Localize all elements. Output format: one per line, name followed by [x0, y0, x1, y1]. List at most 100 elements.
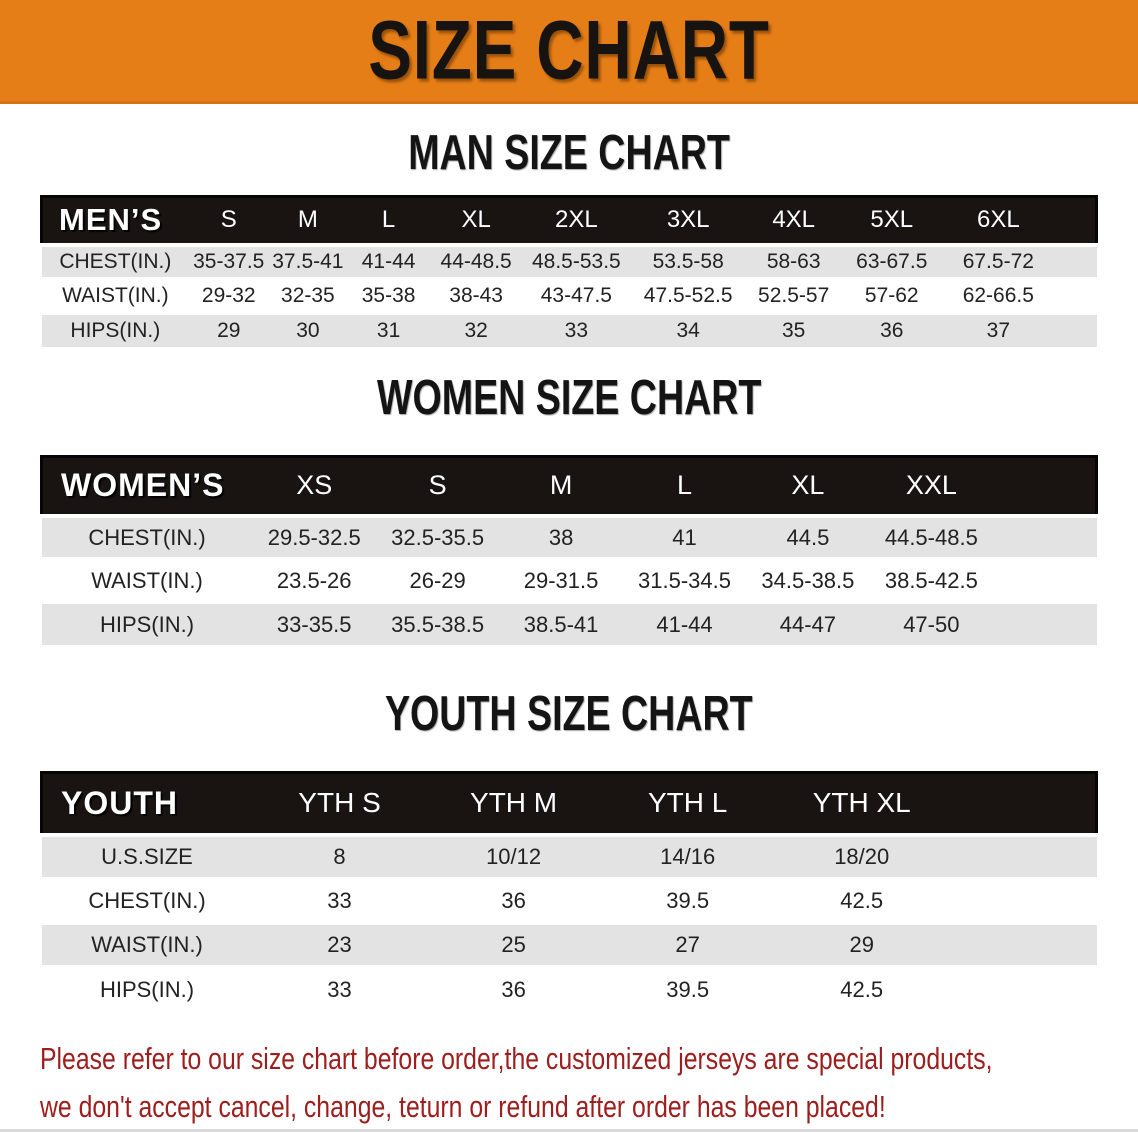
table-cell: 57-62	[841, 276, 943, 313]
size-chart-banner: SIZE CHART	[0, 0, 1138, 104]
col-header: S	[220, 206, 237, 234]
table-cell: 37	[942, 310, 1055, 347]
table-cell: 31.5-34.5	[622, 557, 747, 602]
disclaimer-line-1: Please refer to our size chart before or…	[40, 1040, 993, 1076]
table-cell: 62-66.5	[942, 276, 1055, 313]
filler-cell	[993, 514, 1097, 559]
table-cell: 23	[252, 920, 427, 967]
table-cell: 39.5	[600, 964, 775, 1011]
table-cell: 34.5-38.5	[746, 557, 870, 602]
table-cell: 32	[429, 310, 523, 347]
table-cell: 18/20	[774, 832, 949, 879]
disclaimer-line-2: we don't accept cancel, change, teturn o…	[40, 1088, 886, 1124]
row-label: HIPS(IN.)	[41, 310, 190, 347]
col-header: XXL	[905, 470, 957, 501]
table-cell: 37.5-41	[268, 242, 348, 279]
table-cell: 44-48.5	[429, 242, 523, 279]
table-cell: 26-29	[375, 557, 500, 602]
row-label: CHEST(IN.)	[41, 514, 253, 559]
table-row: HIPS(IN.) 33-35.5 35.5-38.5 38.5-41 41-4…	[41, 600, 1097, 645]
table-cell: 42.5	[774, 876, 949, 923]
table-cell: 33	[522, 310, 631, 347]
col-header: 4XL	[772, 206, 816, 234]
filler-cell	[993, 456, 1096, 516]
table-cell: 35-38	[347, 276, 430, 313]
col-header: S	[428, 470, 447, 501]
table-cell: 31	[347, 310, 430, 347]
men-section-heading-text: MAN SIZE CHART	[408, 123, 730, 180]
filler-cell	[1054, 242, 1097, 279]
filler-cell	[949, 773, 1097, 835]
table-cell: 38-43	[429, 276, 523, 313]
youth-section-heading: YOUTH SIZE CHART	[40, 685, 1098, 741]
row-label: U.S.SIZE	[41, 832, 253, 879]
table-cell: 47-50	[869, 600, 994, 645]
table-cell: 44.5-48.5	[869, 514, 994, 559]
table-row: CHEST(IN.) 35-37.5 37.5-41 41-44 44-48.5…	[41, 242, 1097, 279]
col-header: M	[297, 206, 318, 234]
filler-cell	[948, 832, 1097, 879]
table-cell: 29	[189, 310, 269, 347]
col-header: 5XL	[870, 206, 914, 234]
page-title: SIZE CHART	[368, 3, 770, 97]
table-cell: 34	[630, 310, 747, 347]
table-cell: 8	[252, 832, 427, 879]
table-cell: 10/12	[426, 832, 601, 879]
order-disclaimer-note: Please refer to our size chart before or…	[40, 1035, 1098, 1131]
col-header: YTH S	[298, 787, 381, 819]
table-cell: 29-31.5	[499, 557, 623, 602]
col-header: L	[676, 470, 692, 501]
table-cell: 53.5-58	[630, 242, 747, 279]
women-section-heading-text: WOMEN SIZE CHART	[376, 368, 762, 424]
table-cell: 67.5-72	[942, 242, 1055, 279]
table-row: U.S.SIZE 8 10/12 14/16 18/20	[41, 832, 1097, 879]
col-header: XL	[461, 206, 491, 234]
table-cell: 44.5	[746, 514, 870, 559]
filler-cell	[948, 876, 1097, 923]
filler-cell	[948, 964, 1097, 1011]
table-cell: 39.5	[600, 876, 775, 923]
table-cell: 41-44	[347, 242, 430, 279]
col-header: M	[549, 470, 573, 501]
youth-table-corner-label: YOUTH	[61, 784, 178, 821]
table-row: CHEST(IN.) 33 36 39.5 42.5	[41, 876, 1097, 923]
women-size-table: WOMEN’S XS S M L XL XXL CHEST(IN.) 29.5-…	[40, 455, 1098, 645]
table-cell: 23.5-26	[252, 557, 376, 602]
row-label: WAIST(IN.)	[41, 276, 190, 313]
filler-cell	[1054, 197, 1096, 245]
youth-header-row: YOUTH YTH S YTH M YTH L YTH XL	[41, 772, 1097, 835]
table-cell: 25	[426, 920, 601, 967]
table-cell: 36	[426, 876, 601, 923]
table-cell: 48.5-53.5	[522, 242, 631, 279]
col-header: 6XL	[976, 206, 1020, 234]
table-cell: 47.5-52.5	[630, 276, 747, 313]
table-cell: 63-67.5	[841, 242, 943, 279]
table-cell: 32.5-35.5	[375, 514, 500, 559]
table-row: HIPS(IN.) 33 36 39.5 42.5	[41, 964, 1097, 1011]
row-label: WAIST(IN.)	[41, 920, 253, 967]
women-header-row: WOMEN’S XS S M L XL XXL	[41, 456, 1097, 516]
men-section-heading: MAN SIZE CHART	[40, 124, 1098, 180]
filler-cell	[993, 557, 1097, 602]
col-header: L	[381, 206, 396, 234]
filler-cell	[993, 600, 1097, 645]
table-cell: 42.5	[774, 964, 949, 1011]
table-cell: 14/16	[600, 832, 775, 879]
row-label: HIPS(IN.)	[41, 600, 253, 645]
col-header: 3XL	[666, 206, 710, 234]
filler-cell	[1054, 276, 1097, 313]
filler-cell	[948, 920, 1097, 967]
table-cell: 44-47	[746, 600, 870, 645]
row-label: HIPS(IN.)	[41, 964, 253, 1011]
table-cell: 27	[600, 920, 775, 967]
page-body: MAN SIZE CHART MEN’S S M L XL 2XL 3XL 4X…	[0, 124, 1138, 1131]
row-label: CHEST(IN.)	[41, 242, 190, 279]
filler-cell	[1054, 310, 1097, 347]
table-cell: 52.5-57	[746, 276, 842, 313]
table-row: WAIST(IN.) 29-32 32-35 35-38 38-43 43-47…	[41, 276, 1097, 313]
col-header: YTH XL	[812, 787, 911, 819]
table-cell: 36	[426, 964, 601, 1011]
table-cell: 29	[774, 920, 949, 967]
youth-size-table: YOUTH YTH S YTH M YTH L YTH XL U.S.SIZE …	[40, 771, 1098, 1011]
table-cell: 36	[841, 310, 943, 347]
